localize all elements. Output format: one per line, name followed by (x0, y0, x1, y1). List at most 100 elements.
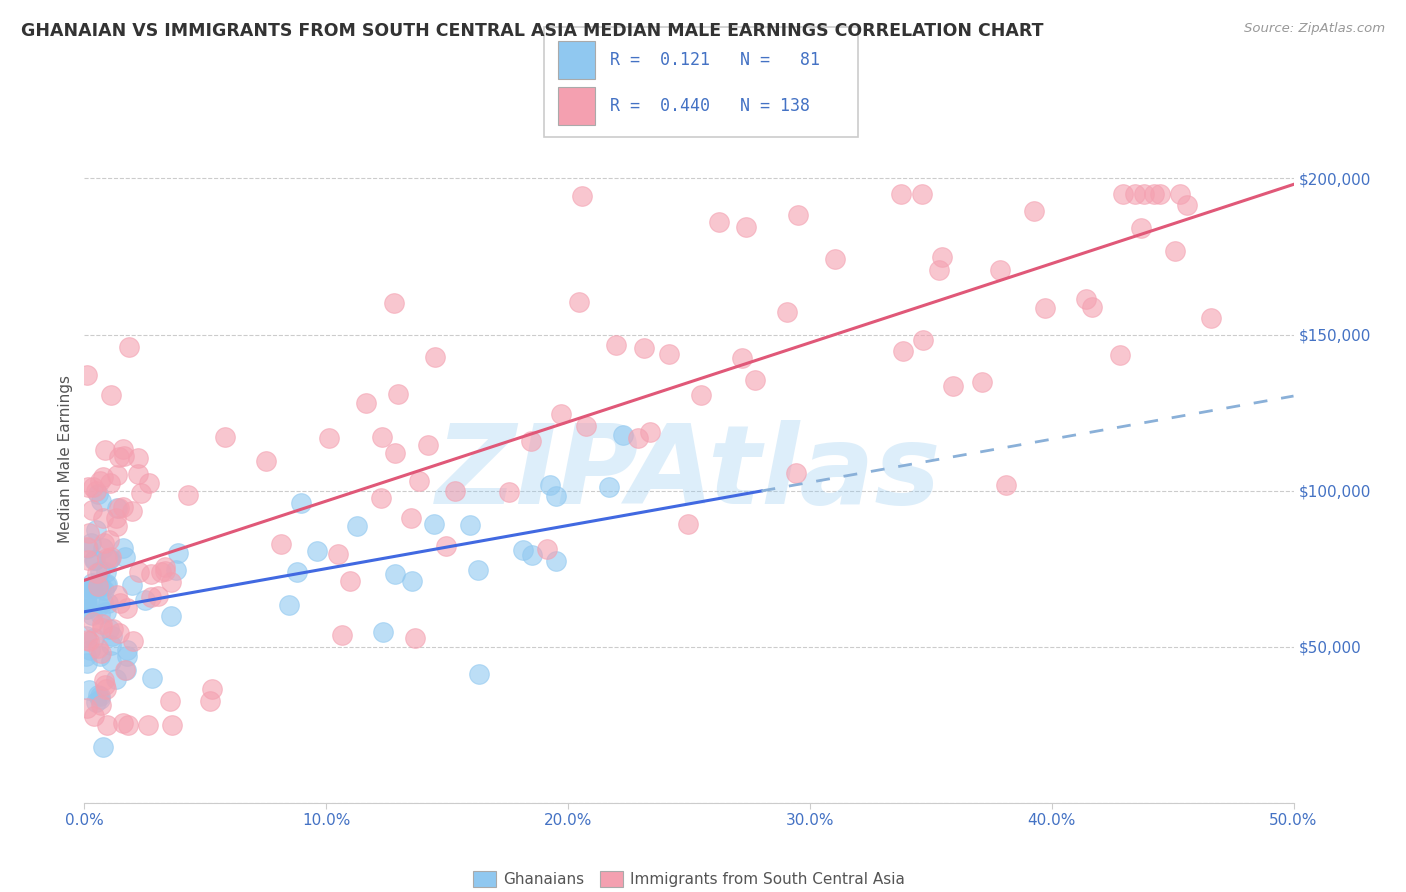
Point (730, 351, 752, 365)
Text: GHANAIAN VS IMMIGRANTS FROM SOUTH CENTRAL ASIA MEDIAN MALE EARNINGS CORRELATION : GHANAIAN VS IMMIGRANTS FROM SOUTH CENTRA… (21, 22, 1043, 40)
Point (107, 450, 129, 464)
Point (100, 638, 122, 652)
Point (159, 693, 181, 707)
Point (467, 666, 489, 681)
Point (97, 595, 120, 609)
Point (108, 595, 131, 609)
Point (139, 567, 162, 582)
Point (787, 208, 810, 222)
Point (201, 682, 224, 697)
Point (79, 643, 101, 657)
Point (1081, 300, 1104, 314)
Point (972, 375, 994, 389)
Point (356, 396, 378, 410)
Text: R =  0.121   N =   81: R = 0.121 N = 81 (610, 51, 820, 69)
Point (80, 576, 103, 591)
Point (931, 250, 953, 264)
Point (384, 567, 406, 582)
Point (256, 454, 278, 468)
Point (101, 622, 124, 636)
Point (91, 595, 114, 609)
Point (911, 334, 934, 348)
Point (988, 262, 1011, 277)
Point (80, 582, 103, 596)
Point (434, 539, 457, 553)
Point (290, 496, 312, 510)
Point (1175, 198, 1198, 212)
Point (162, 717, 184, 731)
Point (98, 475, 121, 490)
Point (84, 483, 107, 498)
Point (104, 511, 127, 525)
Point (87, 579, 110, 593)
Point (498, 484, 520, 499)
Point (121, 578, 143, 592)
Point (121, 634, 143, 648)
Point (82, 582, 104, 596)
Point (121, 504, 143, 518)
Point (676, 516, 699, 531)
Point (775, 305, 797, 319)
Point (112, 541, 135, 556)
Point (1112, 187, 1135, 202)
Point (76, 633, 98, 648)
Point (91, 511, 114, 525)
Point (134, 593, 156, 607)
Point (77, 682, 100, 697)
Point (87, 486, 110, 500)
Point (546, 554, 568, 568)
Point (538, 478, 561, 492)
Point (627, 431, 650, 445)
Point (96, 565, 118, 579)
Point (76, 597, 98, 611)
Point (75, 602, 97, 616)
Point (458, 517, 481, 532)
Point (136, 717, 159, 731)
Point (111, 715, 134, 730)
Point (1199, 311, 1222, 326)
Point (911, 187, 934, 202)
Point (93, 677, 115, 691)
Point (416, 438, 439, 452)
Point (399, 511, 422, 525)
Point (98, 552, 121, 566)
Point (318, 431, 340, 445)
Point (91, 616, 114, 631)
Point (371, 430, 394, 444)
Point (98, 533, 121, 548)
Point (387, 387, 409, 401)
Point (89, 474, 111, 488)
Point (76, 479, 98, 493)
Point (83, 553, 105, 567)
Point (105, 519, 128, 533)
Point (86, 641, 108, 656)
Point (423, 517, 446, 532)
Point (96, 577, 118, 591)
Point (98, 622, 121, 636)
Point (1143, 187, 1166, 202)
Point (165, 563, 187, 577)
Point (76, 541, 98, 555)
Point (100, 388, 122, 402)
Point (735, 220, 758, 235)
Point (1132, 187, 1154, 202)
Point (107, 626, 129, 640)
Point (115, 649, 138, 664)
Point (994, 478, 1017, 492)
Point (80, 582, 103, 596)
Text: R =  0.440   N = 138: R = 0.440 N = 138 (610, 97, 810, 115)
Point (75, 583, 97, 598)
Point (785, 467, 807, 481)
Point (633, 341, 655, 355)
Point (328, 547, 350, 561)
Point (76, 540, 98, 554)
Point (89, 692, 111, 706)
Point (1033, 301, 1056, 316)
Point (75, 595, 97, 609)
Point (384, 445, 406, 459)
Point (605, 338, 627, 352)
Point (117, 600, 139, 615)
Point (167, 546, 190, 560)
Point (408, 474, 430, 488)
Point (80, 581, 103, 595)
